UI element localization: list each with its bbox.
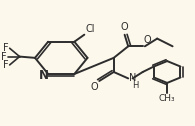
Text: N: N <box>39 69 49 82</box>
Text: F: F <box>3 60 8 70</box>
Text: O: O <box>91 82 98 92</box>
Text: N: N <box>129 73 136 83</box>
Text: H: H <box>132 81 139 90</box>
Text: O: O <box>121 22 129 32</box>
Text: O: O <box>143 35 151 45</box>
Text: F: F <box>1 52 6 62</box>
Text: Cl: Cl <box>85 24 95 34</box>
Text: F: F <box>3 43 8 53</box>
Text: CH₃: CH₃ <box>159 94 176 103</box>
